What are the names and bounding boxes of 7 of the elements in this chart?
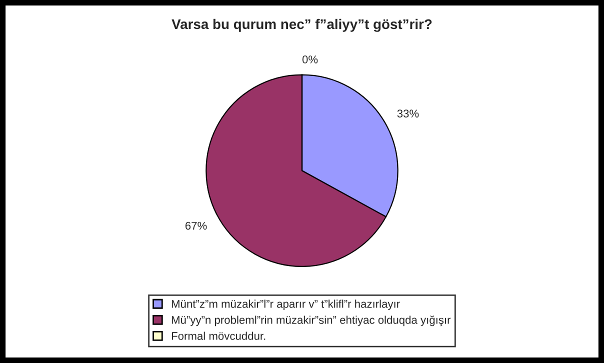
data-label: 33% [397,110,419,118]
text: 0% [302,56,318,64]
legend-label: Formal mövcuddur. [172,332,266,340]
legend-label: Münt”z”m müzakir”l”r aparır v” t”klifl”r hazırlayır [172,300,400,310]
chart-title: Varsa bu qurum nec” f”aliyy”t göst”rir? [172,18,432,32]
data-label: 67% [185,222,207,230]
legend-label: Mü”yy”n probleml”rin müzakir”sin” ehtiyac olduqda yığışır [172,316,451,326]
